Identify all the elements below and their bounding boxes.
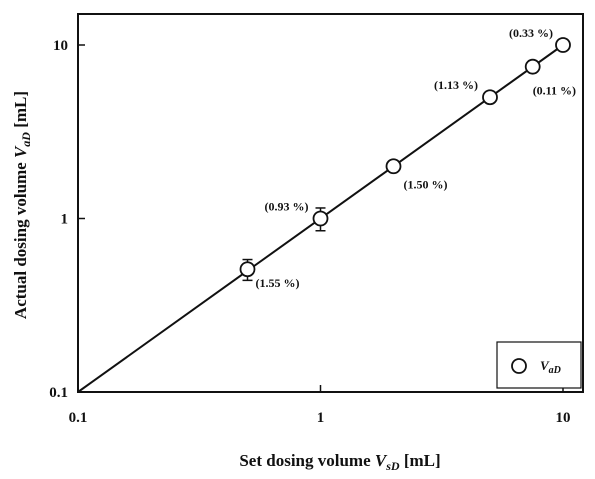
data-label: (0.93 %) <box>265 200 309 214</box>
x-axis-title-sub: sD <box>385 459 400 473</box>
legend-label-var: V <box>540 358 550 373</box>
y-tick-label: 0.1 <box>49 385 68 401</box>
data-point <box>555 37 571 53</box>
y-axis-title: Actual dosing volume VaD [mL] <box>11 91 33 319</box>
legend-box <box>496 341 582 389</box>
data-point <box>239 261 256 278</box>
x-axis-title: Set dosing volume VsD [mL] <box>239 451 440 473</box>
x-tick-label: 1 <box>317 410 325 426</box>
data-label: (1.13 %) <box>434 78 478 92</box>
y-axis-title-var: V <box>11 145 30 158</box>
x-axis-title-unit: [mL] <box>400 451 441 470</box>
data-label: (1.50 %) <box>403 177 447 191</box>
legend-label-sub: aD <box>549 365 561 376</box>
x-tick-label: 0.1 <box>69 410 88 426</box>
x-axis-title-var: V <box>375 451 388 470</box>
plot-layer: 0.1 1 10 0.1 1 10 (1.55 %) (0.93 %) (1.50 %) (1.1… <box>11 13 584 473</box>
legend: VaD <box>496 341 582 389</box>
y-axis-title-prefix: Actual dosing volume <box>11 158 30 319</box>
data-label: (0.33 %) <box>509 26 553 40</box>
legend-label: VaD <box>540 358 561 376</box>
y-axis-title-sub: aD <box>19 132 33 147</box>
data-point <box>385 158 402 175</box>
y-axis-title-unit: [mL] <box>11 91 30 132</box>
data-point <box>524 58 541 75</box>
data-point <box>482 89 498 106</box>
x-axis-title-prefix: Set dosing volume <box>239 451 375 470</box>
y-tick-label: 1 <box>61 212 69 228</box>
data-label: (0.11 %) <box>533 84 576 98</box>
x-tick-label: 10 <box>556 410 571 426</box>
data-label: (1.55 %) <box>256 276 300 290</box>
legend-marker <box>511 358 527 374</box>
data-point <box>312 210 329 227</box>
y-tick-label: 10 <box>53 38 68 54</box>
plot-frame <box>77 13 584 393</box>
